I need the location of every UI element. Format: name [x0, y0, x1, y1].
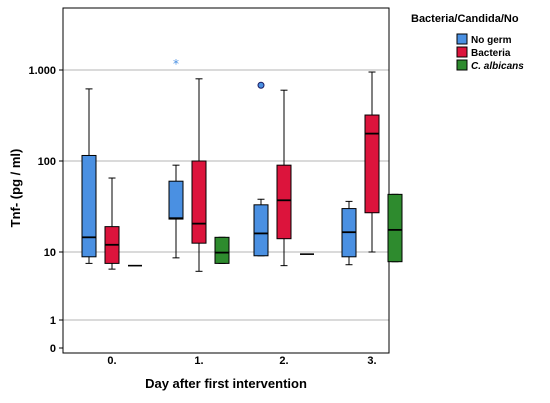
x-tick-label: 2. — [279, 355, 288, 367]
box-no-germ-3 — [341, 200, 357, 266]
extreme-point: * — [173, 57, 179, 71]
box-body — [276, 164, 292, 240]
box-no-germ-2 — [253, 198, 269, 257]
y-tick-label: 1.000 — [28, 65, 56, 77]
plot-area — [62, 7, 390, 354]
legend-entry-label: C. albicans — [471, 61, 524, 72]
box-c-albicans-3 — [387, 193, 403, 263]
x-axis-title: Day after first intervention — [145, 376, 307, 391]
x-tick-label: 0. — [107, 355, 116, 367]
box-body — [81, 154, 97, 258]
y-tick-label: 10 — [44, 247, 56, 259]
legend-swatch — [456, 33, 468, 45]
box-body — [253, 204, 269, 257]
box-body — [191, 160, 207, 244]
box-body — [364, 114, 380, 214]
box-body — [387, 193, 403, 263]
legend-swatch — [456, 59, 468, 71]
box-no-germ-0 — [81, 88, 97, 264]
y-axis-title: Tnf- (pg / ml) — [8, 149, 23, 228]
y-tick-label: 100 — [38, 156, 56, 168]
x-axis: 0. 1. 2. 3. — [107, 355, 376, 367]
box-bacteria-1 — [191, 78, 207, 272]
outlier-point — [257, 81, 265, 89]
box-series: * — [81, 57, 403, 272]
legend: Bacteria/Candida/No No germ Bacteria C. al… — [411, 13, 524, 72]
legend-entry-label: Bacteria — [471, 48, 511, 59]
y-tick-label: 0 — [50, 343, 56, 355]
box-bacteria-2 — [276, 89, 292, 267]
legend-swatch — [456, 46, 468, 58]
y-tick-label: 1 — [50, 315, 56, 327]
x-tick-label: 1. — [194, 355, 203, 367]
box-bacteria-0 — [104, 177, 120, 270]
legend-title: Bacteria/Candida/No — [411, 13, 519, 25]
box-no-germ-1 — [168, 164, 184, 259]
box-body — [214, 236, 230, 264]
x-tick-label: 3. — [367, 355, 376, 367]
box-c-albicans-1 — [214, 236, 230, 264]
box-bacteria-3 — [364, 71, 380, 253]
box-body — [168, 180, 184, 220]
legend-entry-label: No germ — [471, 35, 512, 46]
